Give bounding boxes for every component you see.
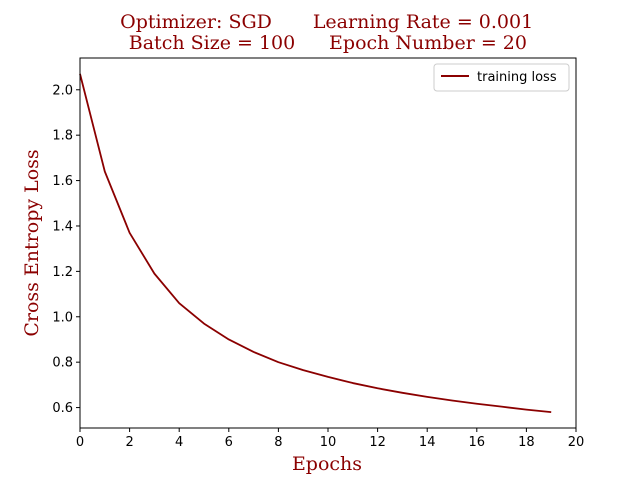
title-batch-size: Batch Size = 100 [129,32,295,54]
title-epoch-number: Epoch Number = 20 [329,32,527,54]
x-tick-label: 0 [76,435,84,450]
y-tick-label: 1.4 [52,219,73,234]
x-axis-title: Epochs [292,453,362,475]
y-tick-label: 1.6 [52,174,73,189]
y-tick-label: 1.0 [52,310,73,325]
x-tick-label: 14 [419,435,436,450]
legend-box [433,63,570,92]
y-axis-title: Cross Entropy Loss [21,149,43,336]
title-learning-rate: Learning Rate = 0.001 [313,11,533,33]
x-tick-label: 4 [175,435,183,450]
x-tick-label: 20 [568,435,585,450]
x-axis-ticks: 0 2 4 6 8 10 12 14 16 18 20 [76,428,584,450]
x-tick-label: 10 [320,435,337,450]
x-tick-label: 18 [518,435,535,450]
x-tick-label: 6 [225,435,233,450]
legend-label: training loss [477,70,557,85]
y-tick-label: 1.8 [52,129,73,144]
plot-frame [79,57,577,429]
title-optimizer: Optimizer: SGD [120,11,272,33]
legend: training loss [433,63,570,92]
y-tick-label: 0.8 [52,356,73,371]
training-loss-line [79,73,552,414]
x-tick-label: 16 [469,435,486,450]
x-tick-label: 2 [125,435,133,450]
x-tick-label: 8 [274,435,282,450]
y-tick-label: 1.2 [52,265,73,280]
y-axis-ticks: 0.6 0.8 1.0 1.2 1.4 1.6 1.8 2.0 [52,83,80,416]
y-tick-label: 0.6 [52,401,73,416]
x-tick-label: 12 [369,435,386,450]
y-tick-label: 2.0 [52,83,73,98]
series-layer [79,73,552,414]
